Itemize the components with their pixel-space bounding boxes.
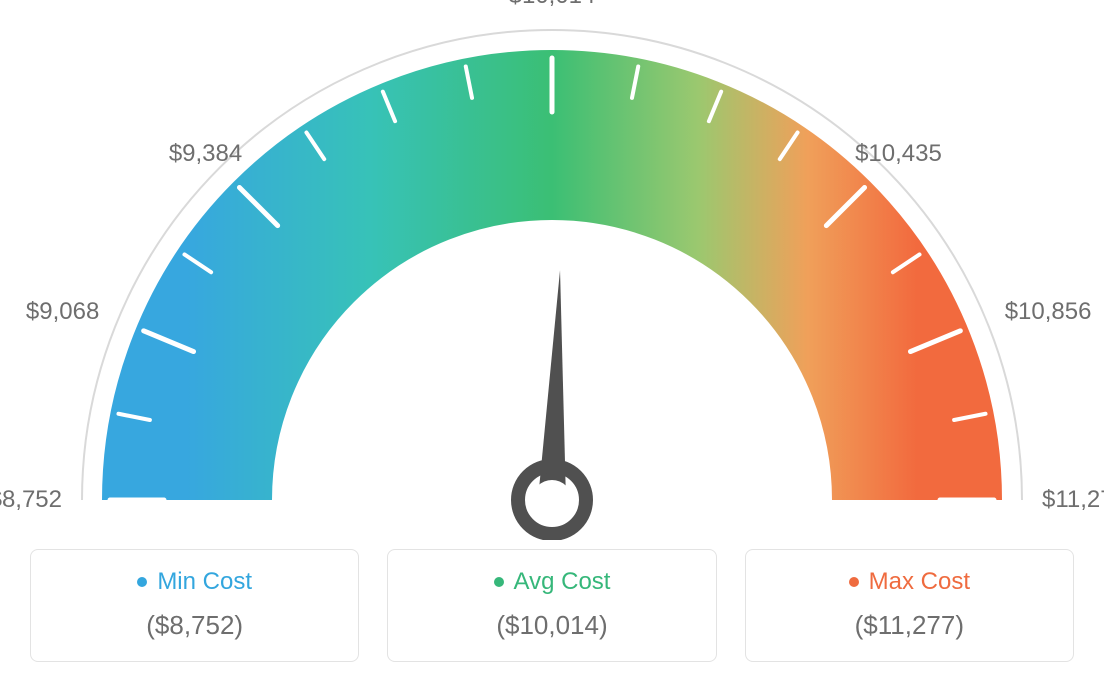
legend-card-avg: Avg Cost ($10,014) (387, 549, 716, 662)
gauge-tick-label: $11,277 (1042, 486, 1104, 514)
dot-icon (849, 577, 859, 587)
gauge-area: $8,752 $9,068 $9,384 $10,014 $10,435 $10,856 $… (0, 0, 1104, 540)
gauge-tick-label: $10,856 (1005, 298, 1092, 326)
legend-value-max: ($11,277) (756, 610, 1063, 641)
gauge-tick-label: $10,435 (855, 140, 942, 168)
dot-icon (494, 577, 504, 587)
gauge-tick-label: $8,752 (0, 486, 62, 514)
cost-gauge-chart: $8,752 $9,068 $9,384 $10,014 $10,435 $10,856 $… (0, 0, 1104, 690)
legend-card-max: Max Cost ($11,277) (745, 549, 1074, 662)
legend-value-avg: ($10,014) (398, 610, 705, 641)
legend-row: Min Cost ($8,752) Avg Cost ($10,014) Max… (30, 549, 1074, 662)
dot-icon (137, 577, 147, 587)
legend-title-avg: Avg Cost (494, 568, 611, 596)
legend-title-text: Min Cost (157, 568, 252, 596)
gauge-tick-label: $9,384 (169, 140, 242, 168)
legend-card-min: Min Cost ($8,752) (30, 549, 359, 662)
legend-value-min: ($8,752) (41, 610, 348, 641)
legend-title-text: Max Cost (869, 568, 970, 596)
gauge-tick-label: $10,014 (509, 0, 596, 10)
gauge-svg (0, 0, 1104, 540)
legend-title-text: Avg Cost (514, 568, 611, 596)
legend-title-max: Max Cost (849, 568, 970, 596)
legend-title-min: Min Cost (137, 568, 252, 596)
gauge-tick-label: $9,068 (26, 298, 99, 326)
